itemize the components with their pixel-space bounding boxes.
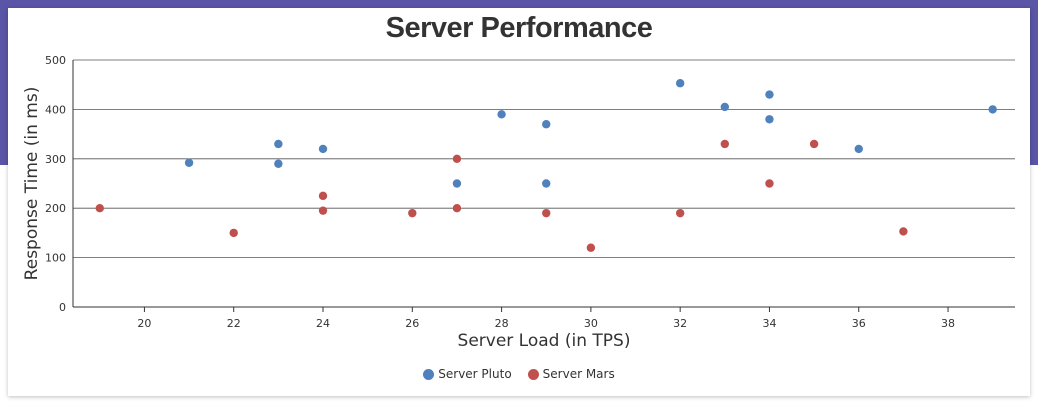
- data-point-mars[interactable]: [809, 139, 819, 149]
- data-point-pluto[interactable]: [497, 110, 506, 119]
- legend-item-mars[interactable]: Server Mars: [527, 367, 615, 381]
- data-point-pluto[interactable]: [988, 105, 997, 114]
- data-point-pluto[interactable]: [765, 90, 774, 99]
- data-point-mars[interactable]: [675, 208, 685, 218]
- data-point-mars[interactable]: [765, 179, 774, 188]
- y-tick-label: 200: [45, 202, 66, 215]
- legend-label-mars: Server Mars: [542, 367, 615, 381]
- data-point-mars[interactable]: [899, 227, 908, 236]
- chart-card: [8, 8, 1030, 396]
- y-tick-label: 500: [45, 54, 66, 67]
- x-tick-label: 26: [405, 317, 419, 330]
- x-tick-label: 22: [227, 317, 241, 330]
- x-tick-label: 38: [941, 317, 955, 330]
- legend-item-pluto[interactable]: Server Pluto: [423, 367, 512, 381]
- points-layer: [95, 79, 997, 252]
- data-point-pluto[interactable]: [854, 144, 863, 154]
- y-tick-label: 100: [45, 252, 66, 265]
- x-tick-label: 34: [762, 317, 776, 330]
- data-point-pluto[interactable]: [542, 179, 551, 188]
- data-point-mars[interactable]: [452, 204, 462, 213]
- data-point-mars[interactable]: [408, 208, 417, 218]
- chart-title: Server Performance: [385, 12, 653, 44]
- legend-marker-mars-icon: [527, 368, 539, 380]
- data-point-mars[interactable]: [318, 191, 328, 201]
- x-tick-label: 28: [495, 317, 509, 330]
- axis-layer: 0 100 200 300 400 500 20 22 24 26 28 30 32 34 36 38: [45, 54, 1015, 330]
- data-point-pluto[interactable]: [318, 144, 328, 154]
- data-point-pluto[interactable]: [184, 158, 194, 167]
- legend-label-pluto: Server Pluto: [438, 367, 512, 381]
- y-axis-title: Response Time (in ms): [22, 87, 42, 281]
- x-tick-label: 20: [137, 317, 151, 330]
- data-point-mars[interactable]: [318, 206, 328, 215]
- y-tick-label: 0: [59, 301, 66, 314]
- legend-marker-pluto-icon: [423, 368, 435, 380]
- data-point-mars[interactable]: [452, 154, 462, 163]
- data-point-pluto[interactable]: [765, 115, 774, 124]
- data-point-pluto[interactable]: [274, 159, 283, 168]
- data-point-mars[interactable]: [586, 243, 596, 252]
- x-tick-label: 30: [584, 317, 598, 330]
- data-point-pluto[interactable]: [542, 120, 551, 129]
- y-tick-label: 400: [45, 103, 66, 116]
- legend: Server Pluto Server Mars: [0, 367, 1038, 381]
- data-point-mars[interactable]: [229, 228, 238, 238]
- data-point-pluto[interactable]: [452, 179, 462, 188]
- data-point-pluto[interactable]: [720, 102, 730, 112]
- data-point-mars[interactable]: [95, 204, 104, 213]
- y-tick-label: 300: [45, 153, 66, 166]
- data-point-mars[interactable]: [542, 208, 551, 218]
- x-tick-label: 36: [852, 317, 866, 330]
- data-point-mars[interactable]: [720, 139, 730, 149]
- x-tick-label: 24: [316, 317, 330, 330]
- x-axis-title: Server Load (in TPS): [458, 331, 631, 351]
- data-point-pluto[interactable]: [274, 139, 283, 149]
- data-point-pluto[interactable]: [675, 79, 685, 88]
- x-tick-label: 32: [673, 317, 687, 330]
